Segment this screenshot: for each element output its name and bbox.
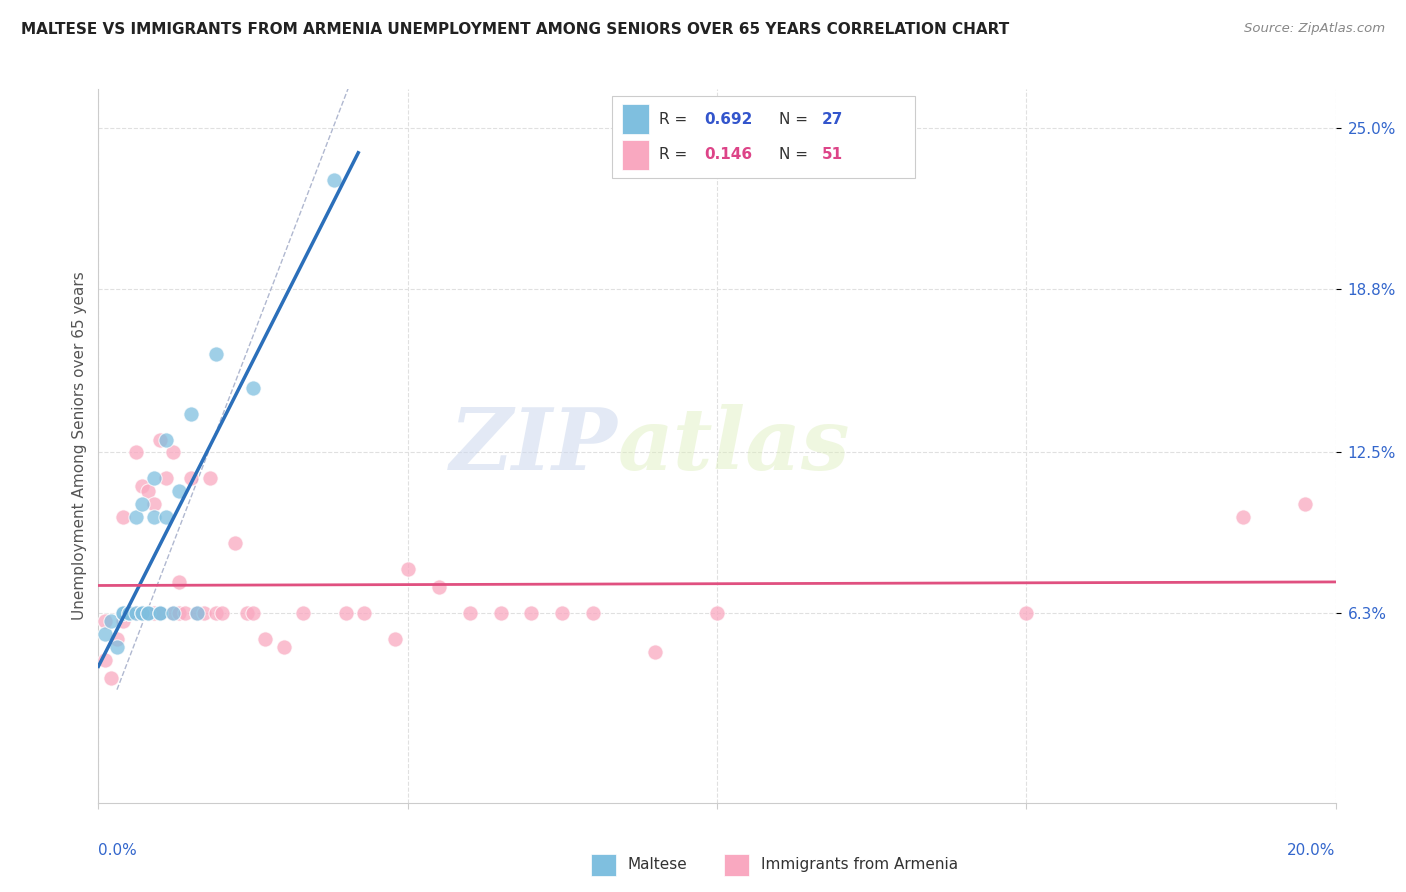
Point (273, 640, 295, 654)
Point (112, 607, 135, 621)
Point (162, 445, 184, 459)
Point (118, 607, 141, 621)
Point (236, 607, 259, 621)
Point (112, 510, 135, 524)
Point (131, 607, 153, 621)
Text: R =: R = (659, 112, 692, 127)
Point (211, 607, 233, 621)
Text: R =: R = (659, 147, 692, 162)
Point (118, 607, 141, 621)
Text: 0.692: 0.692 (704, 112, 754, 127)
Point (353, 607, 375, 621)
FancyBboxPatch shape (621, 104, 650, 134)
Point (1232, 510, 1254, 524)
Point (124, 510, 146, 524)
Point (427, 581, 450, 595)
Point (489, 607, 512, 621)
Point (180, 407, 202, 421)
Point (205, 347, 228, 361)
Point (224, 536, 246, 550)
Point (136, 607, 159, 621)
Text: 27: 27 (823, 112, 844, 127)
Point (124, 607, 146, 621)
Point (384, 632, 406, 647)
Text: N =: N = (779, 147, 813, 162)
Point (155, 510, 177, 524)
Point (186, 607, 208, 621)
Text: 51: 51 (823, 147, 844, 162)
Point (582, 607, 605, 621)
Point (322, 173, 344, 187)
Point (136, 607, 159, 621)
Point (186, 607, 208, 621)
Point (254, 632, 277, 647)
Point (1294, 497, 1316, 511)
Text: 20.0%: 20.0% (1288, 843, 1336, 858)
Point (131, 607, 153, 621)
Text: atlas: atlas (619, 404, 851, 488)
Point (167, 484, 190, 499)
Point (100, 671, 122, 685)
Point (149, 607, 172, 621)
Point (291, 607, 314, 621)
Point (136, 484, 159, 499)
Point (93, 627, 115, 641)
Point (644, 645, 666, 659)
Point (131, 497, 153, 511)
Point (198, 471, 221, 485)
Point (105, 640, 128, 654)
Point (131, 479, 153, 493)
Text: Maltese: Maltese (627, 857, 686, 871)
Point (124, 445, 146, 459)
Point (136, 607, 159, 621)
Y-axis label: Unemployment Among Seniors over 65 years: Unemployment Among Seniors over 65 years (72, 272, 87, 620)
Text: 0.0%: 0.0% (98, 843, 138, 858)
Point (242, 607, 264, 621)
FancyBboxPatch shape (612, 96, 915, 178)
Point (174, 607, 197, 621)
Point (93, 653, 115, 667)
Point (193, 607, 215, 621)
Point (143, 607, 166, 621)
Point (167, 607, 190, 621)
Text: 0.146: 0.146 (704, 147, 752, 162)
Point (396, 562, 419, 576)
Point (118, 607, 141, 621)
Text: MALTESE VS IMMIGRANTS FROM ARMENIA UNEMPLOYMENT AMONG SENIORS OVER 65 YEARS CORR: MALTESE VS IMMIGRANTS FROM ARMENIA UNEMP… (21, 22, 1010, 37)
Point (205, 607, 228, 621)
Point (180, 471, 202, 485)
Text: Source: ZipAtlas.com: Source: ZipAtlas.com (1244, 22, 1385, 36)
Point (118, 607, 141, 621)
Text: Immigrants from Armenia: Immigrants from Armenia (761, 857, 957, 871)
Point (149, 607, 172, 621)
Point (143, 471, 166, 485)
FancyBboxPatch shape (621, 140, 650, 169)
Point (155, 433, 177, 447)
Point (124, 607, 146, 621)
Point (162, 607, 184, 621)
Point (335, 607, 357, 621)
Point (131, 607, 153, 621)
Point (162, 607, 184, 621)
Point (520, 607, 543, 621)
Point (112, 607, 135, 621)
Point (458, 607, 481, 621)
Point (112, 614, 135, 628)
Point (155, 471, 177, 485)
Point (551, 607, 574, 621)
Point (143, 510, 166, 524)
Point (1015, 607, 1038, 621)
Point (242, 381, 264, 395)
Point (149, 607, 172, 621)
Text: ZIP: ZIP (450, 404, 619, 488)
Text: N =: N = (779, 112, 813, 127)
Point (93, 614, 115, 628)
Point (149, 433, 172, 447)
Point (167, 575, 190, 590)
Point (100, 614, 122, 628)
Point (706, 607, 728, 621)
Point (143, 497, 166, 511)
Point (105, 632, 128, 647)
